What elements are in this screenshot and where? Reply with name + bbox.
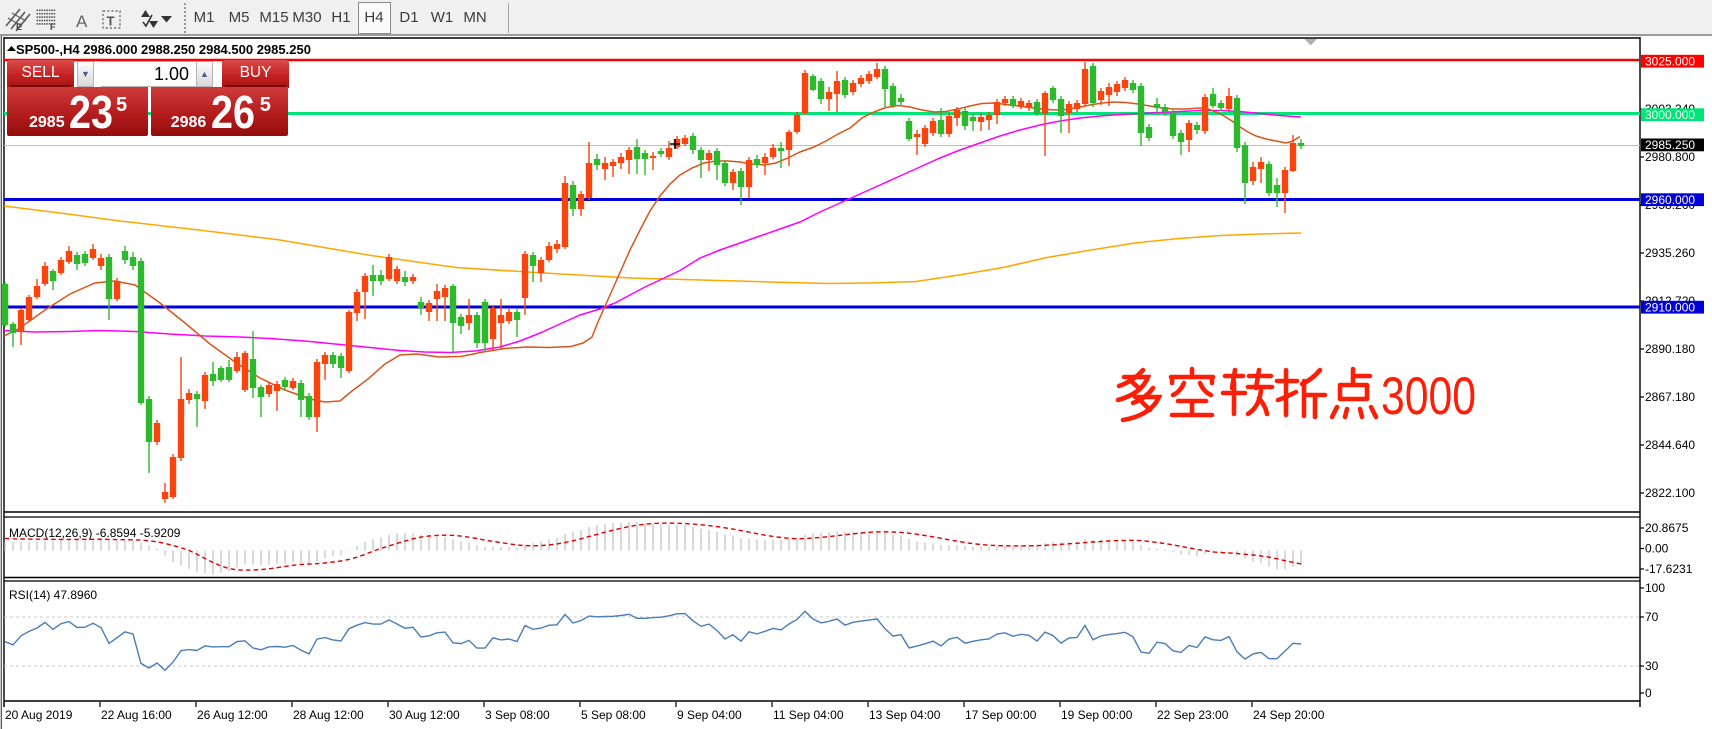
svg-text:3025.000: 3025.000 — [1645, 54, 1695, 68]
svg-text:-17.6231: -17.6231 — [1645, 562, 1693, 576]
svg-text:100: 100 — [1645, 581, 1665, 595]
svg-text:5 Sep 08:00: 5 Sep 08:00 — [581, 708, 646, 722]
svg-text:MACD(12,26,9) -6.8594 -5.9209: MACD(12,26,9) -6.8594 -5.9209 — [9, 526, 181, 540]
svg-text:2935.260: 2935.260 — [1645, 246, 1695, 260]
svg-text:70: 70 — [1645, 610, 1659, 624]
svg-text:2985.250: 2985.250 — [1645, 138, 1695, 152]
svg-text:E: E — [16, 22, 22, 32]
svg-text:11 Sep 04:00: 11 Sep 04:00 — [773, 708, 844, 722]
svg-text:A: A — [76, 12, 88, 31]
svg-text:20 Aug 2019: 20 Aug 2019 — [5, 708, 73, 722]
svg-text:0: 0 — [1645, 686, 1652, 700]
svg-text:20.8675: 20.8675 — [1645, 521, 1689, 535]
svg-text:13 Sep 04:00: 13 Sep 04:00 — [869, 708, 941, 722]
svg-text:T: T — [107, 14, 115, 29]
svg-text:22 Aug 16:00: 22 Aug 16:00 — [101, 708, 172, 722]
svg-text:30: 30 — [1645, 659, 1659, 673]
svg-text:19 Sep 00:00: 19 Sep 00:00 — [1061, 708, 1133, 722]
svg-text:3000: 3000 — [1381, 367, 1476, 426]
svg-text:3 Sep 08:00: 3 Sep 08:00 — [485, 708, 550, 722]
svg-text:22 Sep 23:00: 22 Sep 23:00 — [1157, 708, 1229, 722]
svg-text:30 Aug 12:00: 30 Aug 12:00 — [389, 708, 460, 722]
svg-text:2980.800: 2980.800 — [1645, 150, 1695, 164]
svg-text:2822.100: 2822.100 — [1645, 486, 1695, 500]
svg-text:2867.180: 2867.180 — [1645, 390, 1695, 404]
svg-text:2960.000: 2960.000 — [1645, 193, 1695, 207]
svg-text:2844.640: 2844.640 — [1645, 438, 1695, 452]
svg-text:RSI(14) 47.8960: RSI(14) 47.8960 — [9, 588, 97, 602]
svg-text:SP500-,H4 2986.000 2988.250 2: SP500-,H4 2986.000 2988.250 2984.500 298… — [16, 42, 311, 57]
svg-text:26 Aug 12:00: 26 Aug 12:00 — [197, 708, 268, 722]
svg-text:0.00: 0.00 — [1645, 542, 1669, 556]
svg-text:28 Aug 12:00: 28 Aug 12:00 — [293, 708, 364, 722]
svg-text:9 Sep 04:00: 9 Sep 04:00 — [677, 708, 742, 722]
svg-text:2910.000: 2910.000 — [1645, 300, 1695, 314]
svg-text:2890.180: 2890.180 — [1645, 342, 1695, 356]
svg-text:24 Sep 20:00: 24 Sep 20:00 — [1253, 708, 1325, 722]
svg-text:17 Sep 00:00: 17 Sep 00:00 — [965, 708, 1037, 722]
svg-text:3000.000: 3000.000 — [1645, 108, 1695, 122]
svg-text:F: F — [50, 22, 56, 32]
